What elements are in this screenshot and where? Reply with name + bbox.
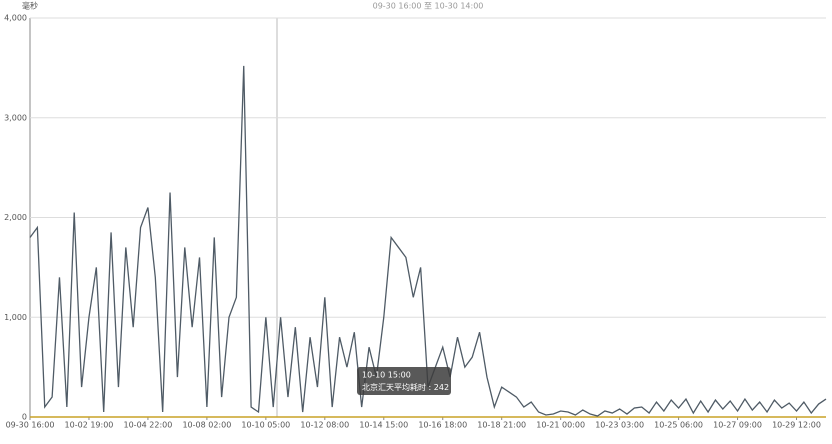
x-tick-label: 09-30 16:00 — [6, 421, 55, 430]
x-tick-label: 10-14 15:00 — [359, 421, 408, 430]
tooltip-series: 北京汇天平均耗时 — [362, 382, 426, 392]
y-axis-label: 毫秒 — [22, 1, 38, 11]
series-line — [29, 65, 827, 417]
tooltip-label: 北京汇天平均耗时 : 242 — [362, 382, 449, 392]
tooltip: 10-10 15:00 北京汇天平均耗时 : 242 — [357, 367, 451, 395]
x-tick-label: 10-29 12:00 — [772, 421, 821, 430]
x-tick-label: 10-18 21:00 — [477, 421, 526, 430]
x-tick-label: 10-16 18:00 — [418, 421, 467, 430]
y-tick-label: 4,000 — [4, 14, 27, 23]
x-tick-label: 10-27 09:00 — [713, 421, 762, 430]
x-tick-label: 10-23 03:00 — [595, 421, 644, 430]
x-tick-label: 10-04 22:00 — [124, 421, 173, 430]
tooltip-box — [357, 367, 451, 395]
x-tick-label: 10-25 06:00 — [654, 421, 703, 430]
y-tick-label: 0 — [22, 413, 27, 422]
y-tick-label: 1,000 — [4, 313, 27, 322]
y-tick-label: 2,000 — [4, 213, 27, 222]
x-tick-label: 10-10 05:00 — [241, 421, 290, 430]
tooltip-value: 242 — [434, 383, 449, 392]
x-tick-label: 10-08 02:00 — [182, 421, 231, 430]
y-tick-label: 3,000 — [4, 113, 27, 122]
x-tick-label: 10-12 08:00 — [300, 421, 349, 430]
tooltip-title: 10-10 15:00 — [362, 371, 411, 380]
chart-title: 09-30 16:00 至 10-30 14:00 — [373, 2, 484, 11]
x-tick-label: 10-21 00:00 — [536, 421, 585, 430]
x-tick-label: 10-02 19:00 — [65, 421, 114, 430]
